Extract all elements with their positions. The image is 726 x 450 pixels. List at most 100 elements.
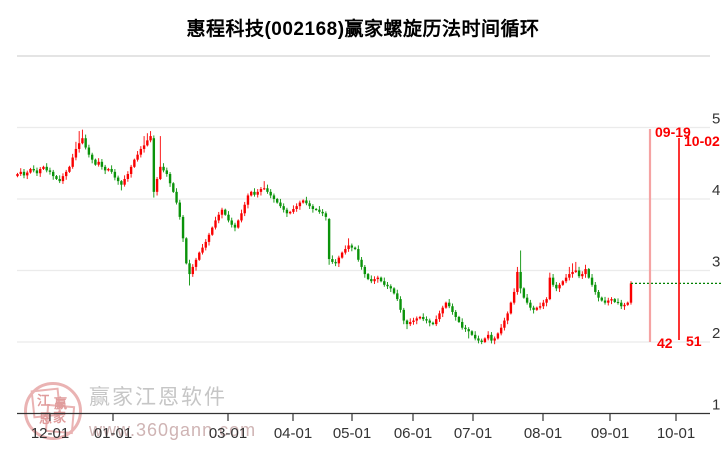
candle-body (399, 299, 402, 310)
candle-body (607, 300, 610, 303)
candlestick (201, 243, 204, 255)
candlestick (493, 336, 496, 345)
candle-body (344, 249, 347, 253)
grid-lines (17, 126, 710, 343)
candlestick (464, 324, 467, 332)
candlestick (275, 197, 279, 204)
candle-body (506, 313, 509, 321)
candlestick (58, 175, 61, 184)
candle-body (499, 327, 503, 334)
candle-body (16, 173, 19, 177)
candlestick (110, 165, 113, 174)
candlestick (370, 275, 373, 284)
candlestick (123, 175, 126, 187)
candle-body (139, 148, 143, 155)
candle-body (256, 191, 259, 195)
candle-body (194, 259, 198, 267)
candle-body (133, 159, 136, 167)
candle-body (61, 176, 65, 182)
watermark-logo-icon: 江 赢 恩 家 (24, 382, 82, 440)
candle-body (525, 297, 529, 303)
candle-body (298, 202, 302, 207)
candle-body (555, 284, 558, 289)
candle-body (81, 138, 84, 144)
candle-body (110, 168, 113, 172)
candle-body (204, 241, 207, 248)
candle-body (87, 147, 91, 155)
candlestick (509, 301, 513, 315)
candle-body (448, 302, 451, 307)
logo-char: 家 (53, 410, 67, 425)
candlestick (435, 315, 438, 327)
candle-body (136, 154, 139, 160)
candle-body (389, 286, 392, 289)
candlestick (259, 187, 263, 196)
candlestick (457, 315, 461, 324)
candle-body (107, 168, 110, 171)
candlestick (584, 264, 587, 278)
candle-body (191, 266, 194, 275)
candle-body (243, 204, 246, 214)
candlestick (383, 277, 386, 287)
candle-body (211, 227, 214, 235)
candlestick (240, 209, 243, 223)
candlestick (594, 282, 597, 295)
candle-body (240, 213, 243, 221)
candle-body (435, 319, 438, 325)
candlestick (55, 175, 58, 181)
candlestick (288, 210, 292, 215)
candlestick (340, 251, 344, 259)
y-axis-labels: 5 4 3 2 1 (712, 111, 720, 414)
candlestick (52, 169, 55, 180)
candlestick (301, 199, 305, 204)
candle-body (334, 261, 337, 264)
candle-body (301, 200, 305, 203)
candle-body (185, 238, 188, 264)
candle-body (503, 320, 506, 328)
candle-body (129, 166, 133, 174)
candlestick (311, 204, 315, 213)
candle-body (519, 271, 522, 289)
candle-body (438, 313, 441, 320)
candlestick (422, 313, 425, 322)
y-tick-label: 4 (712, 182, 720, 199)
candle-body (415, 318, 418, 321)
candle-body (594, 284, 597, 292)
watermark-brand-text: 赢家江恩软件 (89, 386, 227, 409)
candle-body (246, 195, 250, 205)
candlestick (64, 169, 68, 180)
candlestick (35, 167, 39, 177)
candle-body (574, 270, 578, 272)
candlestick (623, 302, 626, 310)
candle-body (522, 288, 526, 298)
cycle-count-label: 42 (657, 335, 673, 351)
candlestick (357, 245, 360, 262)
candle-body (324, 213, 328, 217)
candlestick (230, 217, 233, 228)
candle-body (29, 168, 32, 173)
logo-char: 江 (37, 393, 51, 408)
candlestick (19, 168, 22, 176)
candlestick (194, 257, 198, 271)
candlestick (191, 264, 194, 277)
candle-body (461, 321, 464, 328)
candle-body (444, 302, 448, 308)
candle-body (613, 299, 616, 302)
candlestick (198, 251, 201, 261)
candlestick (188, 259, 191, 286)
candlestick (149, 131, 152, 143)
candlestick (61, 173, 65, 184)
candlestick (152, 135, 156, 198)
candlestick (126, 171, 130, 182)
candlestick (360, 256, 363, 270)
candle-body (321, 211, 324, 214)
candle-body (597, 291, 600, 298)
candlestick (396, 289, 399, 302)
candlestick (204, 239, 207, 251)
candlestick (181, 214, 185, 242)
candle-body (19, 171, 22, 174)
candle-body (486, 334, 490, 339)
candlestick (499, 324, 503, 336)
candle-body (162, 166, 165, 171)
